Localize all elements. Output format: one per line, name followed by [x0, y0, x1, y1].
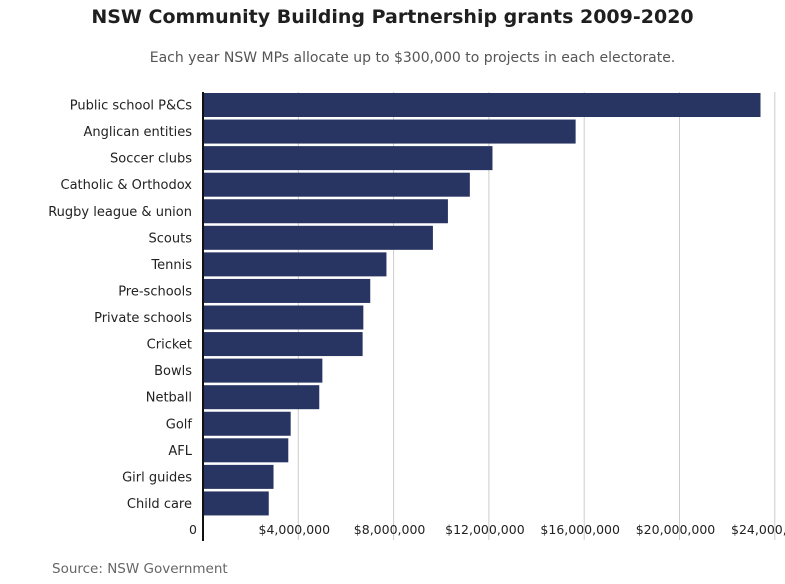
category-label: Soccer clubs [110, 152, 192, 167]
bar [203, 358, 323, 383]
bar [203, 93, 761, 117]
category-label: Cricket [147, 338, 192, 353]
bar [203, 491, 269, 516]
category-label: Scouts [149, 231, 193, 246]
bar [203, 305, 364, 330]
tick-label: $20,000,000 [636, 522, 716, 537]
category-label: Rugby league & union [48, 205, 192, 220]
bar [203, 225, 433, 250]
source-note: Source: NSW Government [52, 561, 228, 577]
bar [203, 252, 387, 277]
bar [203, 438, 289, 463]
bar [203, 385, 320, 410]
tick-label: $24,000,000 [731, 522, 785, 537]
category-labels: Public school P&Cs Anglican entities Socce… [48, 99, 193, 512]
chart-title: NSW Community Building Partnership grant… [91, 6, 694, 28]
tick-label: 0 [189, 522, 197, 537]
category-label: Netball [146, 391, 192, 406]
category-label: Catholic & Orthodox [61, 178, 193, 193]
category-label: Child care [127, 497, 192, 512]
category-label: Golf [166, 417, 193, 432]
bar [203, 332, 363, 357]
category-label: Tennis [150, 258, 192, 273]
tick-labels: 0 $4,000,000 $8,000,000 $12,000,000 $16,000,… [189, 522, 785, 537]
tick-label: $12,000,000 [445, 522, 525, 537]
category-label: AFL [168, 444, 192, 459]
bar [203, 464, 274, 489]
bar [203, 278, 371, 303]
tick-label: $16,000,000 [540, 522, 620, 537]
tick-label: $8,000,000 [354, 522, 426, 537]
bar [203, 411, 291, 436]
tick-label: $4,000,000 [259, 522, 331, 537]
chart-subtitle: Each year NSW MPs allocate up to $300,00… [149, 50, 676, 66]
bar [203, 199, 448, 224]
bar [203, 146, 493, 171]
bar [203, 172, 470, 197]
bars [203, 93, 761, 516]
category-label: Pre-schools [118, 284, 192, 299]
category-label: Girl guides [122, 470, 192, 485]
bar [203, 119, 576, 144]
category-label: Anglican entities [83, 125, 192, 140]
category-label: Private schools [94, 311, 192, 326]
category-label: Bowls [154, 364, 192, 379]
category-label: Public school P&Cs [70, 99, 192, 114]
